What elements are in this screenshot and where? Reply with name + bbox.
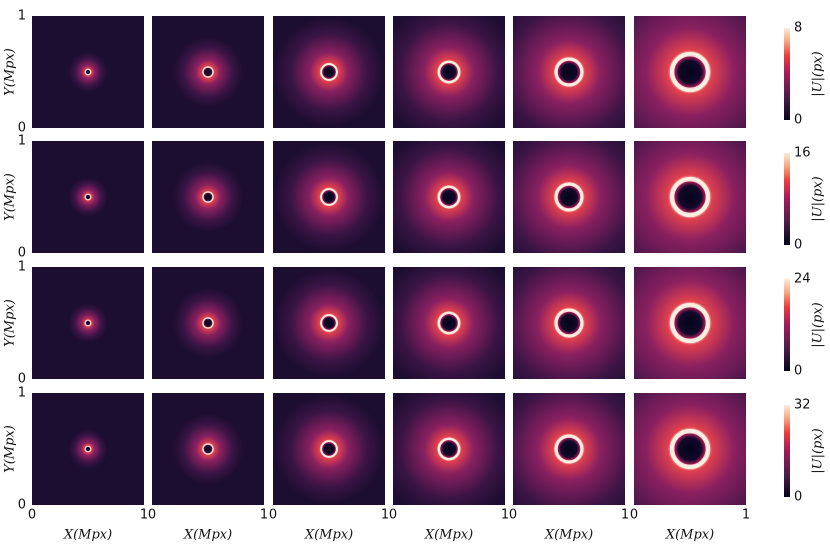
x-tick-label: 0 xyxy=(148,508,156,523)
heatmap-field xyxy=(634,141,746,253)
heatmap-field xyxy=(273,393,385,505)
colorbar xyxy=(784,405,790,497)
heatmap-field xyxy=(513,16,625,128)
y-axis-label: Y(Mpx) xyxy=(3,299,18,347)
x-tick-label: 1 xyxy=(260,508,268,523)
ring xyxy=(554,57,584,87)
heatmap-field xyxy=(32,16,144,128)
ring xyxy=(554,182,584,212)
y-axis-label: Y(Mpx) xyxy=(3,425,18,473)
heatmap-field xyxy=(634,267,746,379)
ring xyxy=(437,311,461,335)
ring xyxy=(669,51,711,93)
y-axis-label: Y(Mpx) xyxy=(3,48,18,96)
x-tick-label: 1 xyxy=(621,508,629,523)
heatmap-field xyxy=(393,267,505,379)
heatmap-field xyxy=(393,141,505,253)
heatmap-field xyxy=(152,267,264,379)
heatmap-field xyxy=(32,393,144,505)
x-tick-label: 1 xyxy=(381,508,389,523)
heatmap-field xyxy=(273,267,385,379)
ring xyxy=(320,188,338,206)
heatmap-field xyxy=(32,141,144,253)
y-tick-label: 0 xyxy=(18,498,26,513)
ring xyxy=(554,308,584,338)
ring xyxy=(437,185,461,209)
y-tick-label: 0 xyxy=(18,121,26,136)
colorbar-tick-label: 8 xyxy=(794,21,802,36)
y-tick-label: 1 xyxy=(18,386,26,401)
heatmap-field xyxy=(634,16,746,128)
colorbar xyxy=(784,153,790,245)
y-tick-label: 1 xyxy=(18,260,26,275)
heatmap-field xyxy=(152,393,264,505)
x-tick-label: 1 xyxy=(501,508,509,523)
x-tick-label: 0 xyxy=(28,508,36,523)
x-axis-label: X(Mpx) xyxy=(63,528,112,543)
ring xyxy=(202,191,214,203)
colorbar-tick-label: 32 xyxy=(794,398,811,413)
x-axis-label: X(Mpx) xyxy=(304,528,353,543)
ring xyxy=(669,302,711,344)
ring xyxy=(437,60,461,84)
ring xyxy=(84,319,92,327)
ring xyxy=(669,428,711,470)
x-axis-label: X(Mpx) xyxy=(665,528,714,543)
x-tick-label: 0 xyxy=(630,508,638,523)
heatmap-field xyxy=(393,16,505,128)
heatmap-field xyxy=(513,141,625,253)
ring xyxy=(84,68,92,76)
colorbar xyxy=(784,28,790,120)
colorbar-tick-label: 24 xyxy=(794,272,811,287)
colorbar xyxy=(784,279,790,371)
x-tick-label: 0 xyxy=(509,508,517,523)
colorbar-label: |U|(px) xyxy=(811,428,826,474)
ring xyxy=(202,317,214,329)
heatmap-field xyxy=(273,141,385,253)
colorbar-tick-label: 0 xyxy=(794,238,802,253)
y-tick-label: 1 xyxy=(18,9,26,24)
x-axis-label: X(Mpx) xyxy=(183,528,232,543)
ring xyxy=(202,443,214,455)
heatmap-field xyxy=(152,141,264,253)
x-axis-label: X(Mpx) xyxy=(424,528,473,543)
x-tick-label: 0 xyxy=(269,508,277,523)
x-axis-label: X(Mpx) xyxy=(544,528,593,543)
ring xyxy=(437,437,461,461)
ring xyxy=(320,440,338,458)
colorbar-label: |U|(px) xyxy=(811,51,826,97)
ring xyxy=(84,193,92,201)
heatmap-field xyxy=(32,267,144,379)
colorbar-tick-label: 0 xyxy=(794,113,802,128)
y-axis-label: Y(Mpx) xyxy=(3,173,18,221)
heatmap-field xyxy=(273,16,385,128)
y-tick-label: 0 xyxy=(18,372,26,387)
ring xyxy=(669,176,711,218)
heatmap-field xyxy=(152,16,264,128)
ring xyxy=(320,63,338,81)
ring xyxy=(84,445,92,453)
colorbar-tick-label: 16 xyxy=(794,146,811,161)
heatmap-field xyxy=(634,393,746,505)
ring xyxy=(202,66,214,78)
y-tick-label: 1 xyxy=(18,134,26,149)
colorbar-label: |U|(px) xyxy=(811,176,826,222)
heatmap-field xyxy=(393,393,505,505)
x-tick-label: 1 xyxy=(140,508,148,523)
x-tick-label: 1 xyxy=(742,508,750,523)
x-tick-label: 0 xyxy=(389,508,397,523)
heatmap-field xyxy=(513,267,625,379)
ring xyxy=(554,434,584,464)
heatmap-field xyxy=(513,393,625,505)
y-tick-label: 0 xyxy=(18,246,26,261)
colorbar-label: |U|(px) xyxy=(811,302,826,348)
colorbar-tick-label: 0 xyxy=(794,490,802,505)
colorbar-tick-label: 0 xyxy=(794,364,802,379)
ring xyxy=(320,314,338,332)
